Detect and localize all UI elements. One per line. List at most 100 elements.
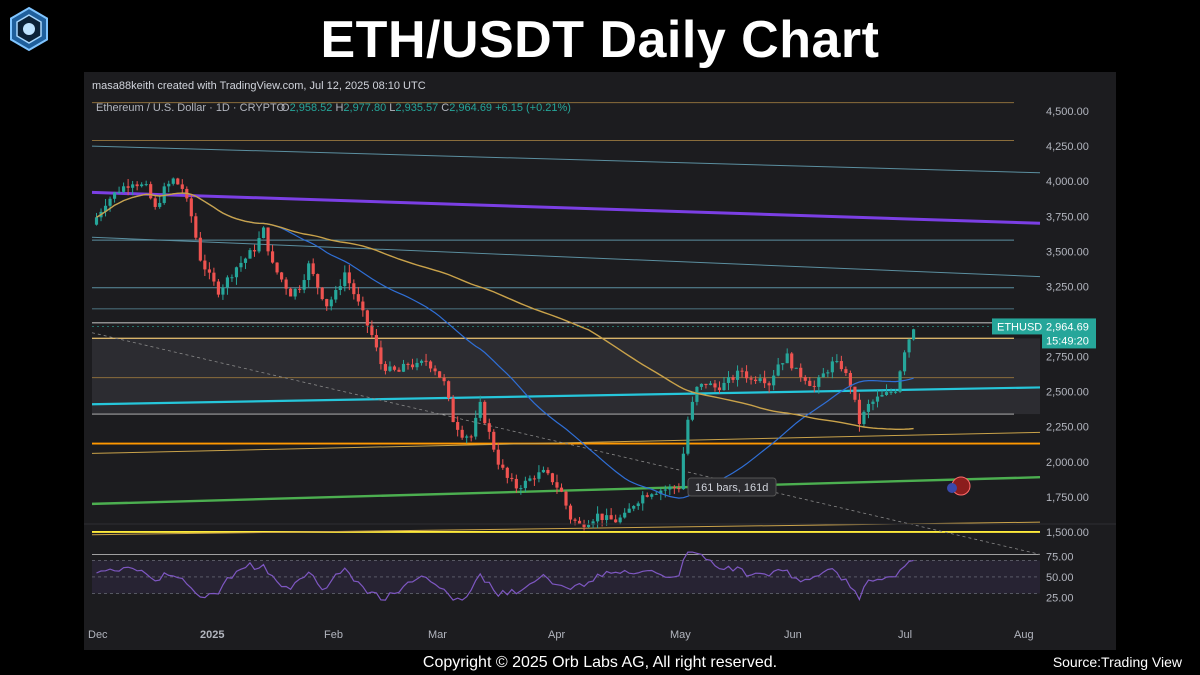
y-tick-label: 4,250.00 <box>1046 141 1089 153</box>
candle <box>460 429 464 438</box>
candle <box>668 486 672 490</box>
candle <box>347 272 351 284</box>
page-title: ETH/USDT Daily Chart <box>320 11 880 69</box>
candle <box>270 251 275 263</box>
candle <box>514 478 518 489</box>
candle <box>379 347 383 365</box>
candle <box>361 301 365 311</box>
candle <box>302 280 306 290</box>
candle <box>907 339 911 353</box>
candle <box>419 360 424 363</box>
candle <box>744 371 749 379</box>
candle <box>731 377 735 380</box>
candle <box>735 370 740 380</box>
ticker-tag: ETHUSD <box>997 321 1042 333</box>
candle <box>812 385 816 387</box>
candle <box>198 237 202 261</box>
candle <box>749 378 753 380</box>
candle <box>284 279 288 289</box>
candle <box>397 369 401 372</box>
candle <box>501 464 505 468</box>
candle <box>343 272 347 287</box>
candle <box>555 482 559 488</box>
candle <box>243 258 248 263</box>
candle <box>568 505 573 520</box>
candle <box>582 523 586 528</box>
candle <box>704 383 708 386</box>
candle <box>880 394 884 397</box>
trend-line <box>91 386 1041 406</box>
candle <box>442 377 446 382</box>
ma-slow-line <box>96 192 914 430</box>
y-tick-label: 2,750.00 <box>1046 352 1089 364</box>
candle <box>713 383 717 388</box>
candle <box>839 361 843 370</box>
candle <box>912 329 916 340</box>
candle <box>537 472 541 479</box>
price-tag: 2,964.69 <box>1046 321 1089 333</box>
candle <box>216 281 220 295</box>
candle <box>699 383 704 387</box>
candle <box>857 399 862 425</box>
candle <box>790 353 794 369</box>
candle <box>871 401 875 404</box>
candle <box>835 361 839 363</box>
candle <box>356 294 360 302</box>
candle <box>415 362 419 368</box>
rsi-line <box>96 551 914 601</box>
candle <box>686 419 690 454</box>
candle <box>325 299 329 307</box>
candle <box>428 361 433 369</box>
candle <box>632 506 636 509</box>
candle <box>212 272 216 282</box>
candle <box>528 478 532 481</box>
candle <box>487 423 491 432</box>
candle <box>821 373 825 378</box>
candle <box>307 263 311 281</box>
candle <box>754 379 758 382</box>
candle <box>189 198 193 217</box>
candle <box>252 250 257 252</box>
candle <box>884 392 889 395</box>
candle <box>546 469 550 474</box>
candle <box>799 367 803 378</box>
candle <box>117 191 121 193</box>
candle <box>600 513 604 521</box>
x-tick-label: Aug <box>1014 629 1034 641</box>
y-tick-label: 2,000.00 <box>1046 457 1089 469</box>
candle <box>672 486 676 489</box>
trading-chart-panel[interactable]: masa88keith created with TradingView.com… <box>84 72 1116 650</box>
candle <box>334 290 338 300</box>
candle <box>370 325 374 336</box>
candle <box>149 184 153 199</box>
candle <box>424 360 428 362</box>
created-by-text: masa88keith created with TradingView.com… <box>92 80 426 92</box>
candle <box>280 272 284 280</box>
candle <box>650 494 654 497</box>
candle <box>153 198 157 207</box>
ticker-tag-bg <box>992 318 1042 335</box>
candle <box>207 269 211 273</box>
candle <box>586 524 591 528</box>
candle <box>623 512 627 518</box>
candle <box>451 398 455 423</box>
candle <box>844 369 848 374</box>
candle <box>438 371 442 378</box>
candle <box>717 387 722 391</box>
candlestick-chart[interactable]: masa88keith created with TradingView.com… <box>84 72 1116 650</box>
candle <box>329 299 333 307</box>
candle <box>320 287 324 300</box>
candle <box>126 186 130 188</box>
candle <box>817 377 821 387</box>
candle <box>677 488 681 490</box>
candle <box>374 335 378 348</box>
candle <box>496 449 500 465</box>
candle <box>505 467 509 478</box>
candle <box>410 364 415 368</box>
candle <box>627 508 631 513</box>
candle <box>140 184 144 187</box>
countdown-tag: 15:49:20 <box>1046 335 1089 347</box>
candle <box>261 227 266 239</box>
candle <box>641 495 645 504</box>
candle <box>532 478 536 480</box>
